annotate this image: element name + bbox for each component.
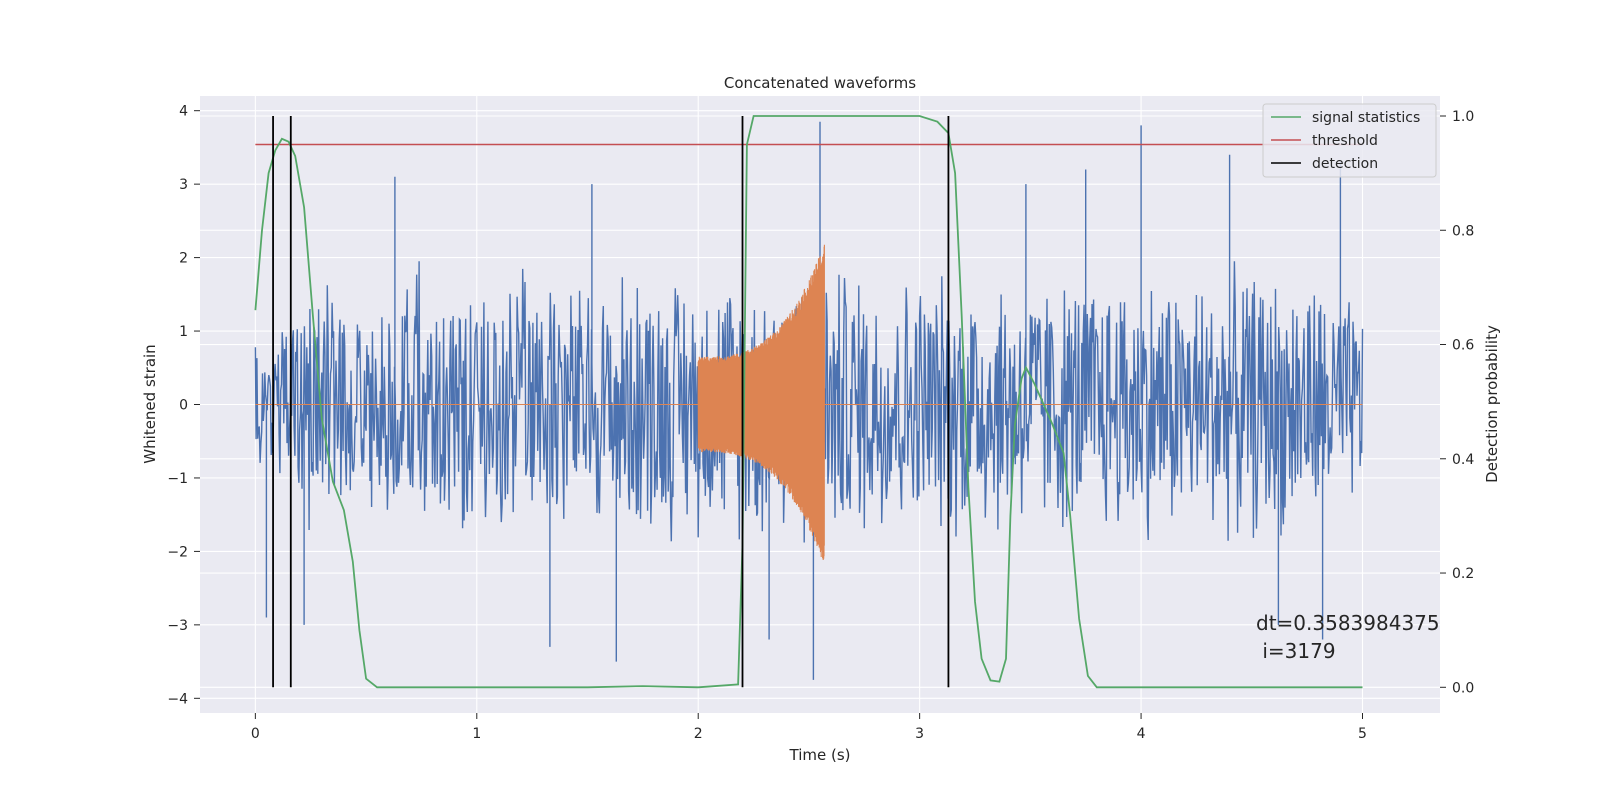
- chart-title: Concatenated waveforms: [724, 74, 916, 92]
- y2-axis-label: Detection probability: [1483, 325, 1501, 483]
- x-tick-label-4: 4: [1137, 726, 1146, 742]
- annotation-line-1: dt=0.3583984375: [1256, 611, 1440, 635]
- y-tick-label-8: −4: [167, 691, 188, 707]
- y-tick-label-1: 3: [179, 177, 188, 193]
- y2-tick-label-2: 0.6: [1452, 338, 1474, 354]
- legend-label-threshold: threshold: [1312, 133, 1378, 149]
- legend-label-signal-statistics: signal statistics: [1312, 110, 1420, 126]
- y2-tick-label-5: 0.0: [1452, 680, 1474, 696]
- y-tick-label-4: 0: [179, 398, 188, 414]
- signal-statistics-line: [254, 115, 1363, 689]
- x-tick-label-2: 2: [694, 726, 703, 742]
- annotation: dt=0.3583984375 i=3179: [1256, 611, 1440, 663]
- y2-tick-label-0: 1.0: [1452, 109, 1474, 125]
- x-axis-label: Time (s): [789, 746, 851, 764]
- y-axis-label: Whitened strain: [141, 344, 159, 463]
- y2-tick-label-3: 0.4: [1452, 452, 1474, 468]
- x-tick-label-5: 5: [1358, 726, 1367, 742]
- y-tick-label-6: −2: [167, 544, 188, 560]
- y-tick-label-7: −3: [167, 618, 188, 634]
- annotation-line-2: i=3179: [1256, 639, 1336, 663]
- injection-series: [255, 244, 1363, 561]
- y-tick-label-0: 4: [179, 104, 188, 120]
- legend-label-detection: detection: [1312, 156, 1378, 172]
- x-tick-label-0: 0: [251, 726, 260, 742]
- y-tick-label-3: 1: [179, 324, 188, 340]
- legend: signal statistics threshold detection: [1262, 103, 1437, 178]
- y-tick-label-2: 2: [179, 251, 188, 267]
- y2-tick-label-4: 0.2: [1452, 566, 1474, 582]
- y-tick-label-5: −1: [167, 471, 188, 487]
- legend-box: [1262, 103, 1437, 178]
- x-tick-label-3: 3: [915, 726, 924, 742]
- y2-tick-label-1: 0.8: [1452, 223, 1474, 239]
- x-tick-label-1: 1: [472, 726, 481, 742]
